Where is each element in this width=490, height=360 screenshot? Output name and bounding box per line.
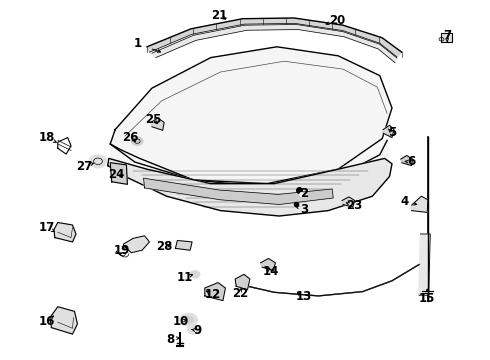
Text: 6: 6: [408, 156, 416, 168]
Polygon shape: [110, 163, 127, 184]
Circle shape: [89, 155, 107, 168]
Polygon shape: [401, 156, 413, 166]
Text: 25: 25: [145, 113, 161, 126]
Polygon shape: [175, 240, 192, 250]
Polygon shape: [261, 258, 275, 271]
Text: 1: 1: [134, 37, 142, 50]
Text: 19: 19: [113, 244, 130, 257]
Text: 3: 3: [300, 203, 308, 216]
Polygon shape: [54, 222, 76, 242]
Text: 9: 9: [194, 324, 201, 337]
Polygon shape: [342, 197, 355, 207]
Text: 5: 5: [388, 126, 396, 139]
Text: 28: 28: [156, 240, 172, 253]
Polygon shape: [108, 158, 392, 216]
Text: 16: 16: [38, 315, 55, 328]
Text: 24: 24: [108, 168, 125, 181]
Text: 7: 7: [443, 29, 451, 42]
Text: 2: 2: [300, 187, 308, 200]
Polygon shape: [419, 234, 430, 295]
Text: 8: 8: [167, 333, 174, 346]
Bar: [441, 33, 452, 42]
Polygon shape: [110, 47, 392, 184]
Text: 15: 15: [419, 292, 436, 305]
Text: 12: 12: [205, 288, 221, 301]
Polygon shape: [412, 196, 428, 212]
Text: 17: 17: [38, 221, 55, 234]
Circle shape: [190, 271, 200, 278]
Polygon shape: [235, 274, 250, 290]
Polygon shape: [152, 24, 397, 63]
Text: 4: 4: [400, 195, 408, 208]
Polygon shape: [123, 236, 149, 253]
Text: 18: 18: [38, 131, 55, 144]
Text: 10: 10: [172, 315, 189, 328]
Polygon shape: [147, 18, 402, 57]
Text: 20: 20: [329, 14, 345, 27]
Circle shape: [131, 137, 143, 145]
Polygon shape: [50, 307, 77, 334]
Circle shape: [180, 313, 197, 326]
Text: 11: 11: [177, 271, 194, 284]
Polygon shape: [383, 125, 394, 138]
Text: 21: 21: [211, 9, 228, 22]
Polygon shape: [205, 283, 225, 301]
Text: 27: 27: [76, 160, 93, 173]
Text: 14: 14: [262, 265, 279, 278]
Text: 22: 22: [232, 287, 248, 300]
Text: 13: 13: [295, 291, 312, 303]
Text: 26: 26: [122, 131, 138, 144]
Text: 23: 23: [345, 199, 362, 212]
Polygon shape: [144, 178, 333, 204]
Circle shape: [187, 325, 200, 334]
Circle shape: [184, 316, 194, 323]
Polygon shape: [151, 118, 164, 130]
